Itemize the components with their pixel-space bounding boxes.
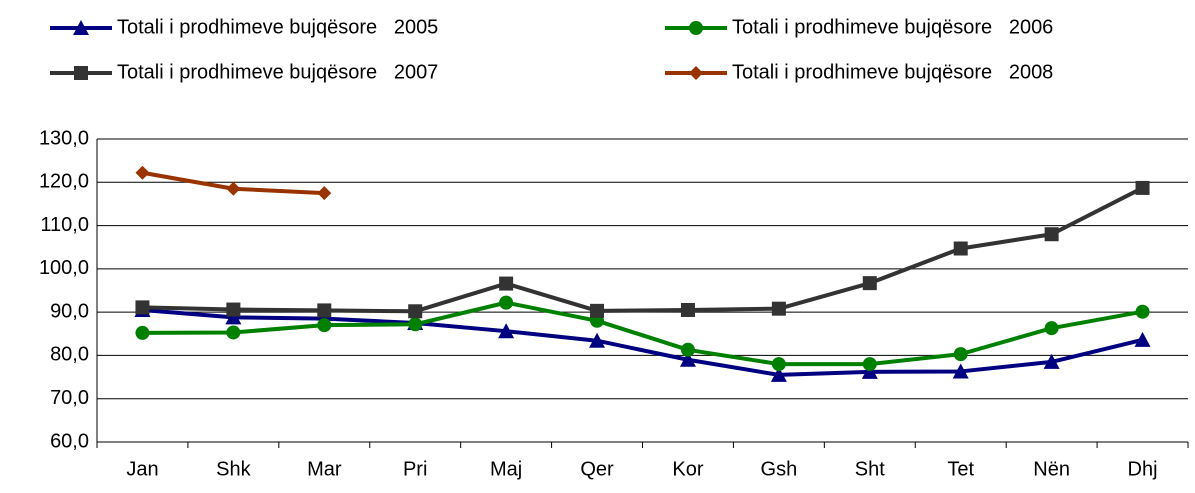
legend-item: Totali i prodhimeve bujqësore 2007	[50, 61, 438, 83]
legend-label: Totali i prodhimeve bujqësore 2008	[732, 61, 1053, 83]
x-tick-label: Jan	[126, 458, 158, 480]
marker	[226, 181, 241, 196]
marker	[689, 21, 703, 35]
marker	[1135, 180, 1150, 195]
marker	[680, 342, 695, 357]
marker	[135, 325, 150, 340]
marker	[862, 276, 877, 291]
x-tick-label: Mar	[307, 458, 342, 480]
y-tick-label: 110,0	[40, 214, 89, 236]
x-tick-label: Kor	[672, 458, 703, 480]
marker	[1044, 321, 1059, 336]
x-tick-label: Tet	[947, 458, 974, 480]
marker	[1135, 304, 1150, 319]
legend-label: Totali i prodhimeve bujqësore 2005	[117, 16, 438, 38]
marker	[589, 332, 606, 348]
marker	[689, 66, 703, 80]
marker	[317, 318, 332, 333]
marker	[135, 300, 150, 315]
marker	[1043, 353, 1060, 369]
legend-label: Totali i prodhimeve bujqësore 2006	[732, 16, 1053, 38]
marker	[225, 309, 242, 325]
marker	[953, 347, 968, 362]
x-tick-label: Gsh	[761, 458, 798, 480]
y-tick-label: 130,0	[39, 127, 89, 149]
marker	[1134, 331, 1151, 347]
marker	[679, 351, 696, 367]
series-line	[142, 300, 1143, 367]
marker	[590, 303, 605, 318]
marker	[771, 357, 786, 372]
marker	[770, 366, 787, 382]
marker	[771, 301, 786, 316]
x-tick-label: Sht	[855, 458, 885, 480]
marker	[226, 325, 241, 340]
marker	[317, 186, 332, 201]
x-tick-label: Pri	[403, 458, 427, 480]
marker	[498, 323, 515, 339]
legend-item: Totali i prodhimeve bujqësore 2008	[665, 61, 1053, 83]
x-tick-label: Qer	[580, 458, 614, 480]
marker	[952, 363, 969, 379]
marker	[862, 357, 877, 372]
legend-label: Totali i prodhimeve bujqësore 2007	[117, 61, 438, 83]
marker	[73, 20, 89, 35]
marker	[953, 241, 968, 256]
y-tick-label: 60,0	[50, 430, 89, 452]
marker	[135, 165, 150, 180]
marker	[317, 303, 332, 318]
x-tick-label: Dhj	[1128, 458, 1158, 480]
series-line	[142, 307, 1144, 377]
y-tick-label: 100,0	[39, 257, 89, 279]
marker	[1044, 227, 1059, 242]
x-tick-label: Maj	[490, 458, 522, 480]
y-tick-label: 70,0	[50, 387, 89, 409]
series-line	[142, 186, 1144, 314]
marker	[74, 66, 88, 80]
x-tick-label: Nën	[1033, 458, 1070, 480]
x-tick-label: Shk	[216, 458, 251, 480]
y-tick-label: 80,0	[50, 344, 89, 366]
marker	[499, 295, 514, 310]
marker	[408, 304, 423, 319]
legend-item: Totali i prodhimeve bujqësore 2006	[665, 16, 1053, 38]
marker	[680, 302, 695, 317]
marker	[408, 317, 423, 332]
y-tick-label: 90,0	[50, 300, 89, 322]
y-tick-label: 120,0	[39, 171, 89, 193]
marker	[861, 363, 878, 379]
marker	[499, 276, 514, 291]
legend-item: Totali i prodhimeve bujqësore 2005	[50, 16, 438, 38]
marker	[226, 302, 241, 317]
